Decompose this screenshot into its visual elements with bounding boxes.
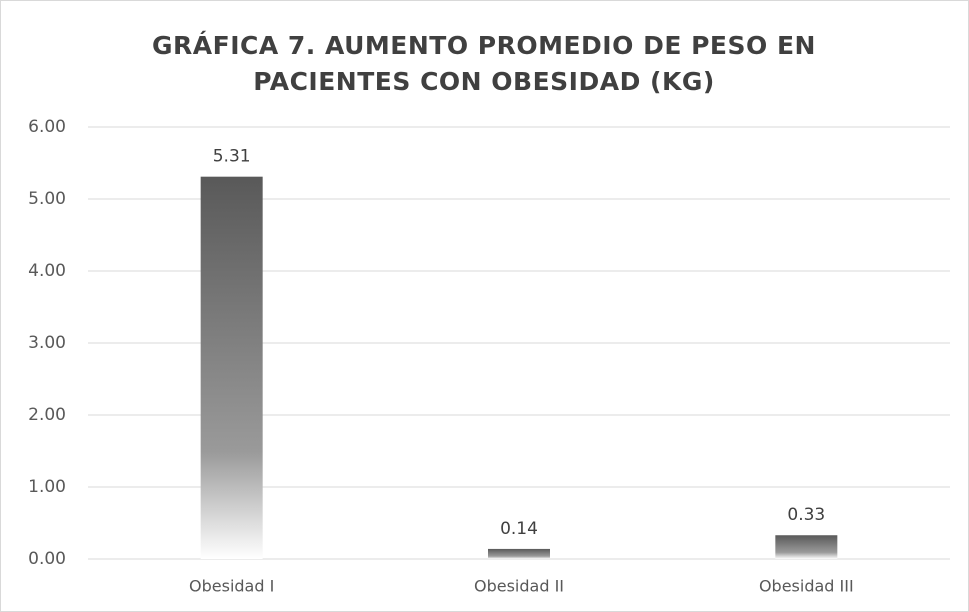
x-tick-label: Obesidad I bbox=[189, 577, 274, 596]
x-tick-label: Obesidad III bbox=[759, 577, 854, 596]
bar bbox=[488, 548, 550, 559]
y-tick-label: 0.00 bbox=[28, 549, 66, 569]
y-tick-label: 6.00 bbox=[28, 117, 66, 137]
y-tick-label: 1.00 bbox=[28, 477, 66, 497]
chart-title: GRÁFICA 7. AUMENTO PROMEDIO DE PESO EN P… bbox=[152, 31, 816, 96]
bar bbox=[775, 535, 838, 559]
y-tick-label: 4.00 bbox=[28, 261, 66, 281]
y-tick-label: 3.00 bbox=[28, 333, 66, 353]
y-tick-label: 2.00 bbox=[28, 405, 66, 425]
data-label: 0.33 bbox=[787, 505, 825, 525]
bar bbox=[200, 176, 263, 559]
y-tick-label: 5.00 bbox=[28, 189, 66, 209]
x-tick-label: Obesidad II bbox=[474, 577, 564, 596]
data-label: 5.31 bbox=[213, 147, 251, 167]
data-label: 0.14 bbox=[500, 519, 538, 539]
